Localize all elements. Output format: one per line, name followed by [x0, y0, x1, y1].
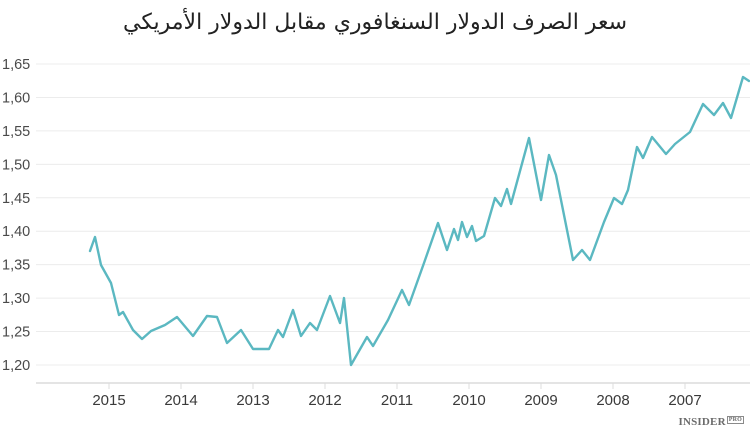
exchange-rate-line	[88, 75, 750, 367]
x-axis-labels: 2015 2014 2013 2012 2011 2010 2009 2008 2007	[92, 392, 701, 409]
x-tick-label: 2014	[164, 392, 197, 409]
y-tick-label: 1,60	[2, 90, 30, 106]
y-tick-label: 1,50	[2, 157, 30, 173]
y-tick-label: 1,45	[2, 191, 30, 207]
chart-title: سعر الصرف الدولار السنغافوري مقابل الدول…	[122, 10, 627, 35]
y-tick-label: 1,35	[2, 258, 30, 274]
x-tick-label: 2008	[596, 392, 629, 409]
logo-sup: PRO	[726, 416, 744, 424]
x-tick-label: 2009	[524, 392, 557, 409]
x-tick-label: 2007	[668, 392, 701, 409]
x-tick-label: 2013	[236, 392, 269, 409]
y-tick-label: 1,40	[2, 224, 30, 240]
x-axis-ticks	[108, 383, 686, 389]
y-tick-label: 1,30	[2, 291, 30, 307]
gridlines	[36, 63, 750, 366]
y-tick-label: 1,65	[2, 57, 30, 73]
y-tick-label: 1,25	[2, 325, 30, 341]
x-tick-label: 2010	[452, 392, 485, 409]
y-tick-label: 1,55	[2, 124, 30, 140]
logo-text: INSIDER	[678, 416, 726, 428]
x-tick-label: 2011	[381, 392, 413, 409]
y-axis-labels: 1,65 1,60 1,55 1,50 1,45 1,40 1,35 1,30 1,25 1,20	[2, 57, 30, 374]
y-tick-label: 1,20	[2, 358, 30, 374]
x-tick-label: 2015	[92, 392, 125, 409]
x-tick-label: 2012	[308, 392, 341, 409]
insider-pro-logo: INSIDER PRO	[678, 416, 744, 428]
